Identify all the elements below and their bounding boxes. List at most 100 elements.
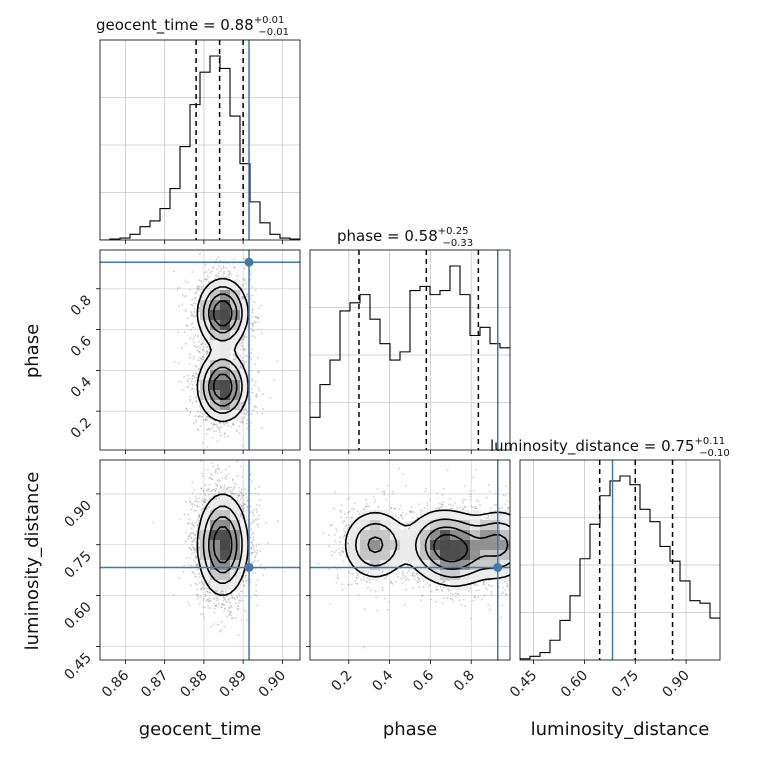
sample-point (250, 547, 253, 550)
sample-point (212, 424, 215, 427)
sample-point (193, 357, 195, 360)
density-cell (210, 340, 221, 351)
sample-point (215, 470, 217, 473)
sample-point (252, 521, 255, 523)
sample-point (225, 422, 228, 425)
sample-point (245, 422, 248, 425)
sample-point (203, 587, 206, 590)
sample-point (200, 597, 203, 599)
sample-point (209, 599, 212, 602)
sample-point (218, 630, 221, 633)
sample-point (196, 524, 199, 526)
sample-point (241, 579, 244, 582)
sample-point (196, 593, 199, 596)
sample-point (211, 266, 214, 269)
sample-point (220, 606, 223, 609)
sample-point (214, 468, 217, 471)
sample-point (197, 595, 200, 598)
panel-frame (99, 249, 301, 451)
sample-point (240, 506, 243, 509)
sample-point (189, 356, 191, 359)
sample-point (215, 258, 218, 261)
sample-point (194, 509, 197, 512)
sample-point (215, 430, 218, 433)
sample-point (198, 367, 200, 370)
sample-point (199, 493, 202, 495)
sample-point (224, 590, 227, 593)
sample-point (233, 487, 235, 490)
sample-point (216, 268, 218, 271)
sample-point (245, 496, 248, 499)
sample-point (216, 590, 219, 593)
sample-point (232, 492, 235, 495)
sample-point (192, 341, 195, 344)
sample-point (207, 582, 210, 584)
sample-point (207, 468, 209, 471)
density-cell (210, 310, 221, 321)
sample-point (222, 603, 224, 606)
sample-point (193, 376, 196, 379)
sample-point (184, 540, 187, 543)
sample-point (188, 288, 191, 291)
sample-point (214, 423, 217, 426)
sample-point (233, 354, 235, 356)
sample-point (241, 296, 244, 299)
sample-point (179, 517, 182, 520)
sample-point (193, 307, 196, 310)
sample-point (209, 428, 212, 431)
sample-point (190, 311, 193, 314)
sample-point (191, 375, 194, 377)
sample-point (207, 606, 210, 609)
sample-point (257, 543, 260, 546)
sample-point (189, 337, 192, 340)
sample-point (195, 421, 198, 424)
sample-point (252, 531, 255, 534)
sample-point (245, 294, 248, 297)
sample-point (192, 525, 195, 527)
sample-point (216, 596, 219, 599)
sample-point (244, 333, 247, 336)
sample-point (233, 482, 236, 484)
sample-point (202, 500, 205, 503)
sample-point (196, 594, 198, 596)
sample-point (219, 431, 222, 434)
sample-point (194, 556, 197, 559)
sample-point (195, 346, 198, 348)
panel-layer: 0.45 0.60 0.75 0.900.20.40.60.80.86 0.87 0.88… (61, 39, 721, 701)
sample-point (202, 490, 205, 492)
sample-point (240, 504, 243, 507)
sample-point (217, 464, 219, 467)
contour-line (196, 277, 249, 423)
sample-point (191, 492, 194, 495)
sample-point (199, 594, 202, 597)
sample-point (181, 294, 184, 296)
sample-point (203, 616, 205, 619)
sample-point (256, 317, 259, 319)
sample-point (199, 351, 201, 354)
sample-point (193, 547, 196, 550)
sample-point (234, 358, 237, 360)
sample-point (233, 258, 236, 260)
sample-point (251, 522, 253, 524)
sample-point (203, 500, 206, 502)
sample-point (253, 384, 256, 387)
sample-point (189, 500, 192, 502)
y-tick-label: 0.6 (68, 333, 95, 360)
sample-point (236, 275, 238, 277)
sample-point (192, 539, 195, 541)
sample-point (251, 309, 254, 312)
sample-point (228, 272, 231, 275)
sample-point (225, 276, 228, 279)
sample-point (252, 536, 255, 539)
sample-point (196, 564, 199, 567)
sample-point (196, 588, 199, 591)
sample-point (223, 486, 226, 488)
sample-point (195, 399, 198, 402)
sample-point (250, 551, 253, 554)
sample-point (232, 423, 235, 426)
sample-point (198, 515, 200, 517)
sample-point (195, 298, 197, 301)
sample-point (228, 607, 231, 609)
sample-point (193, 525, 196, 528)
